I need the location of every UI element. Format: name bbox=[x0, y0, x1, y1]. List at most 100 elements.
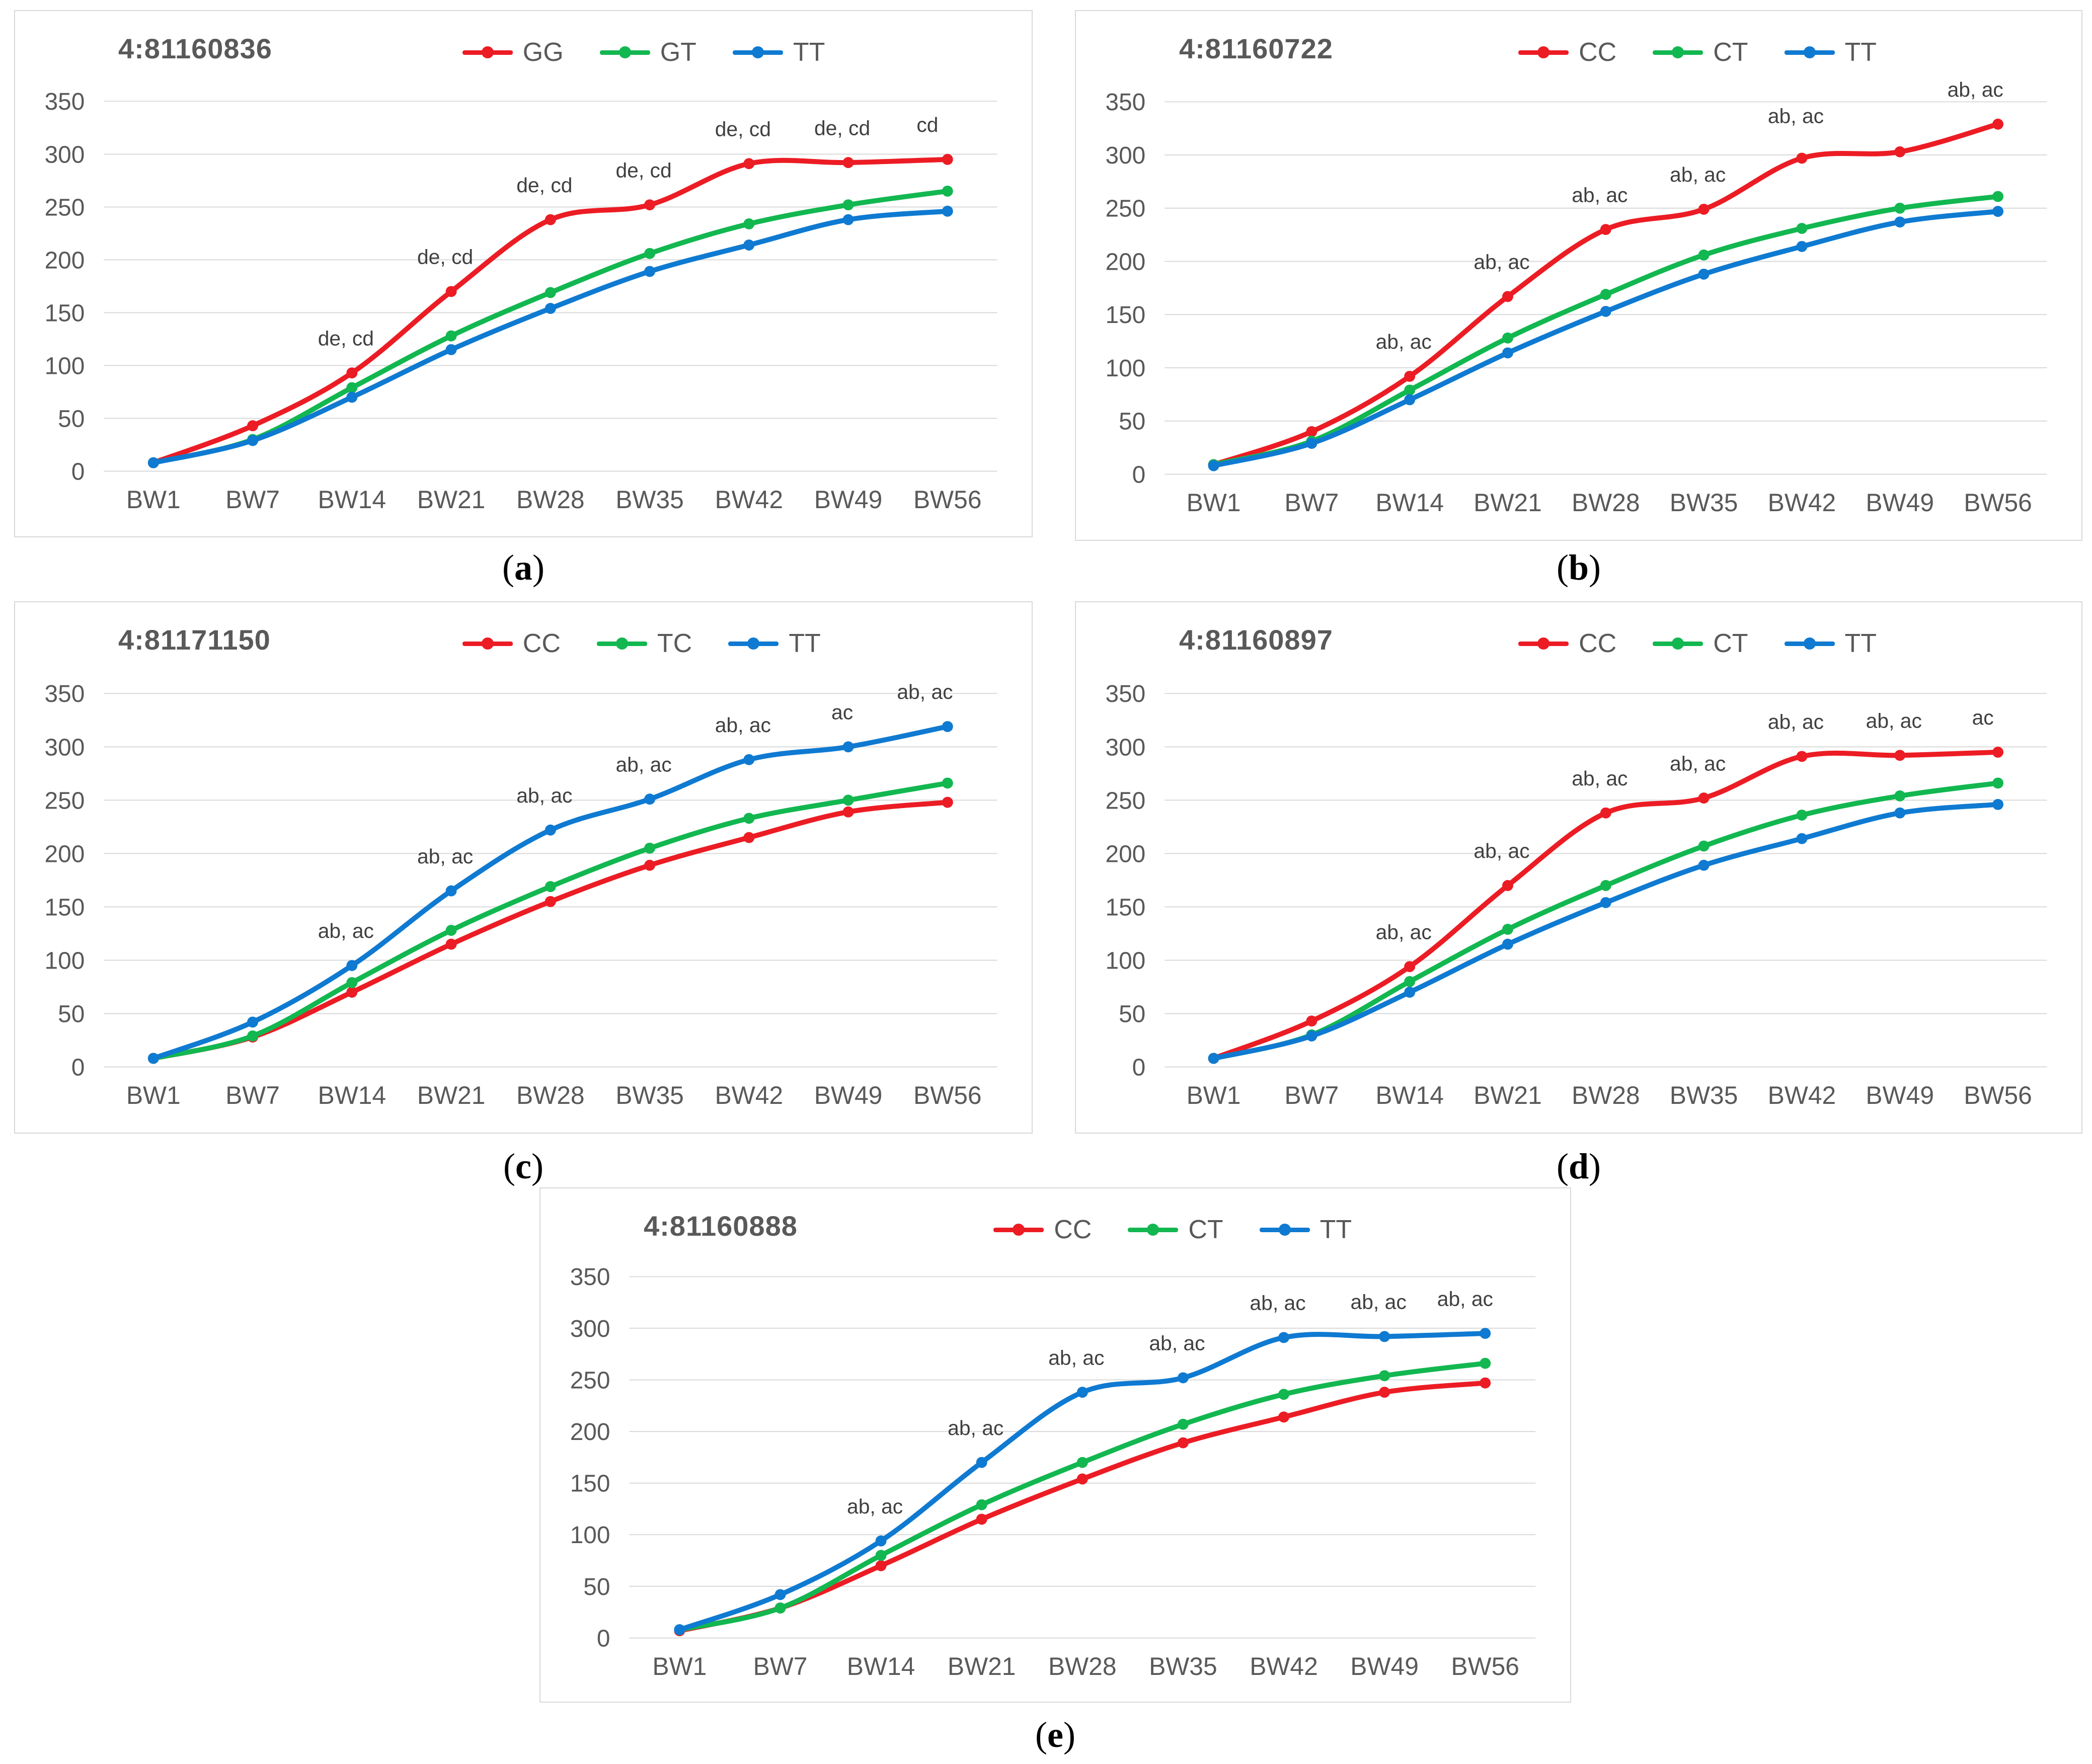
caption-paren: ( bbox=[1556, 547, 1569, 588]
svg-text:350: 350 bbox=[45, 681, 85, 707]
svg-text:BW7: BW7 bbox=[225, 486, 280, 514]
svg-text:BW1: BW1 bbox=[1187, 489, 1241, 517]
svg-text:300: 300 bbox=[570, 1316, 610, 1342]
chart-panel-c: 4:81171150 CC TC TT 0 50 100 150 200 250 300 35… bbox=[14, 601, 1033, 1134]
svg-text:BW35: BW35 bbox=[1149, 1652, 1217, 1680]
svg-text:200: 200 bbox=[45, 841, 85, 867]
svg-text:250: 250 bbox=[570, 1367, 610, 1394]
svg-text:ab, ac: ab, ac bbox=[1437, 1287, 1493, 1310]
line-plot: 0 50 100 150 200 250 300 350 BW1 BW7 BW14 BW21 BW28 B… bbox=[45, 89, 997, 514]
svg-text:300: 300 bbox=[45, 734, 85, 761]
svg-text:ab, ac: ab, ac bbox=[1572, 183, 1628, 206]
svg-text:ab, ac: ab, ac bbox=[615, 753, 671, 776]
legend-label: CT bbox=[1188, 1215, 1223, 1244]
svg-text:de, cd: de, cd bbox=[814, 116, 870, 139]
svg-text:BW49: BW49 bbox=[814, 1081, 883, 1109]
svg-text:0: 0 bbox=[597, 1625, 610, 1652]
svg-text:ac: ac bbox=[1972, 706, 1994, 729]
svg-text:350: 350 bbox=[1106, 89, 1146, 116]
legend-item: TT bbox=[1784, 628, 1877, 659]
svg-text:ab, ac: ab, ac bbox=[715, 713, 771, 737]
line-plot: 0 50 100 150 200 250 300 350 BW1 BW7 BW14 BW21 BW28 B… bbox=[1106, 681, 2047, 1109]
svg-text:BW42: BW42 bbox=[1768, 489, 1836, 517]
svg-text:250: 250 bbox=[1106, 787, 1146, 814]
svg-text:ab, ac: ab, ac bbox=[847, 1495, 903, 1518]
svg-text:0: 0 bbox=[71, 1054, 85, 1081]
svg-text:50: 50 bbox=[583, 1574, 610, 1600]
legend-label: CT bbox=[1713, 38, 1748, 67]
caption-paren: ) bbox=[1589, 1146, 1601, 1186]
caption-paren: ( bbox=[1556, 1146, 1569, 1186]
legend-label: TT bbox=[1320, 1215, 1352, 1244]
svg-text:100: 100 bbox=[1106, 355, 1146, 382]
svg-text:BW42: BW42 bbox=[1768, 1081, 1836, 1109]
caption-letter: e bbox=[1047, 1715, 1063, 1755]
svg-text:BW28: BW28 bbox=[516, 1081, 585, 1109]
legend-item: TC bbox=[596, 628, 692, 659]
snp-title: 4:81160888 bbox=[644, 1210, 798, 1242]
svg-text:BW28: BW28 bbox=[1048, 1652, 1117, 1680]
caption-letter: d bbox=[1568, 1146, 1589, 1186]
svg-text:250: 250 bbox=[1106, 196, 1146, 222]
legend-line-marker-blue bbox=[1784, 637, 1835, 650]
svg-text:BW28: BW28 bbox=[1572, 1081, 1640, 1109]
chart-panel-b: 4:81160722 CC CT TT 0 50 100 150 200 250 300 35… bbox=[1075, 10, 2082, 541]
chart-panel-e: 4:81160888 CC CT TT 0 50 100 150 200 250 300 35… bbox=[539, 1187, 1571, 1703]
legend-line-marker-red bbox=[993, 1224, 1044, 1236]
svg-text:150: 150 bbox=[1106, 302, 1146, 329]
svg-text:350: 350 bbox=[1106, 681, 1146, 707]
svg-text:ab, ac: ab, ac bbox=[318, 919, 374, 942]
snp-title: 4:81160722 bbox=[1179, 33, 1333, 64]
svg-text:BW7: BW7 bbox=[225, 1081, 280, 1109]
svg-text:ab, ac: ab, ac bbox=[1250, 1292, 1305, 1315]
svg-text:100: 100 bbox=[1106, 947, 1146, 974]
legend: CC CT TT bbox=[993, 1215, 1352, 1245]
legend: CC TC TT bbox=[462, 628, 821, 659]
legend-item: CT bbox=[1653, 37, 1748, 67]
legend-label: CC bbox=[522, 629, 561, 658]
svg-text:350: 350 bbox=[45, 89, 85, 115]
svg-text:ab, ac: ab, ac bbox=[1376, 920, 1432, 943]
line-plot: 0 50 100 150 200 250 300 350 BW1 BW7 BW14 BW21 BW28 B… bbox=[570, 1264, 1536, 1680]
legend-item: CC bbox=[462, 628, 561, 659]
svg-text:150: 150 bbox=[570, 1471, 610, 1497]
svg-text:ab, ac: ab, ac bbox=[1149, 1332, 1205, 1355]
svg-text:BW49: BW49 bbox=[814, 486, 883, 514]
snp-title: 4:81160836 bbox=[118, 33, 272, 64]
svg-text:BW35: BW35 bbox=[1670, 489, 1738, 517]
svg-text:300: 300 bbox=[1106, 734, 1146, 761]
svg-text:0: 0 bbox=[1132, 1054, 1146, 1081]
svg-text:ab, ac: ab, ac bbox=[948, 1416, 1003, 1439]
legend-line-marker-green bbox=[1653, 637, 1703, 650]
legend-item: CC bbox=[993, 1215, 1092, 1245]
svg-text:ab, ac: ab, ac bbox=[1351, 1291, 1407, 1314]
legend-label: CT bbox=[1713, 629, 1748, 658]
svg-text:250: 250 bbox=[45, 194, 85, 221]
svg-text:cd: cd bbox=[916, 113, 938, 136]
legend-item: TT bbox=[1784, 37, 1877, 67]
svg-text:BW56: BW56 bbox=[1451, 1652, 1519, 1680]
svg-text:BW42: BW42 bbox=[1250, 1652, 1318, 1680]
svg-text:BW1: BW1 bbox=[126, 486, 181, 514]
figure-caption-e: (e) bbox=[539, 1707, 1571, 1763]
legend-label: TC bbox=[657, 629, 692, 658]
legend-line-marker-red bbox=[1518, 46, 1569, 58]
svg-text:ab, ac: ab, ac bbox=[1474, 251, 1529, 274]
figure-caption-c: (c) bbox=[14, 1138, 1033, 1194]
legend-label: TT bbox=[1844, 38, 1877, 67]
svg-text:BW35: BW35 bbox=[1670, 1081, 1738, 1109]
svg-text:100: 100 bbox=[570, 1522, 610, 1549]
svg-text:50: 50 bbox=[58, 406, 85, 432]
line-plot: 0 50 100 150 200 250 300 350 BW1 BW7 BW14 BW21 BW28 B… bbox=[45, 680, 997, 1109]
svg-text:ab, ac: ab, ac bbox=[1768, 105, 1824, 128]
legend-line-marker-blue bbox=[1259, 1224, 1310, 1236]
legend-label: TT bbox=[1844, 629, 1877, 658]
legend-label: GG bbox=[522, 38, 564, 67]
svg-text:BW42: BW42 bbox=[715, 1081, 783, 1109]
svg-text:de, cd: de, cd bbox=[615, 158, 671, 182]
svg-text:0: 0 bbox=[1132, 461, 1146, 488]
svg-text:150: 150 bbox=[1106, 894, 1146, 921]
svg-text:ab, ac: ab, ac bbox=[1768, 710, 1824, 734]
svg-text:BW21: BW21 bbox=[1474, 1081, 1542, 1109]
